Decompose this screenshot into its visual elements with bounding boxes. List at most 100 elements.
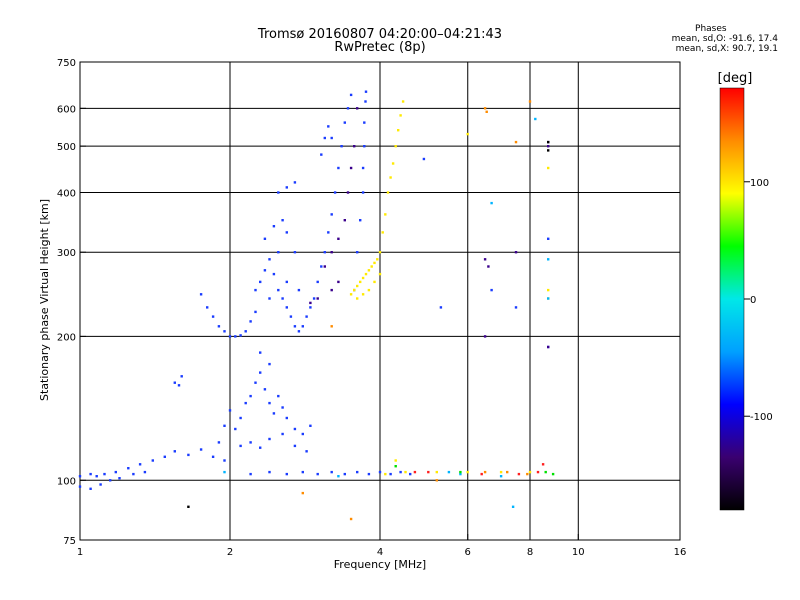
- data-point: [206, 306, 209, 309]
- data-point: [103, 472, 106, 476]
- data-point: [349, 293, 353, 296]
- data-point: [223, 459, 226, 462]
- phase-mean-o: mean, sd,O: -91.6, 17.4: [671, 34, 778, 44]
- data-point: [356, 284, 359, 288]
- data-point: [268, 297, 271, 300]
- data-point: [378, 470, 382, 474]
- data-point: [239, 416, 242, 420]
- y-tick-label: 600: [57, 104, 76, 115]
- data-point: [367, 472, 371, 476]
- data-point: [309, 301, 312, 305]
- data-point: [459, 470, 462, 474]
- data-point: [337, 475, 340, 478]
- data-point: [364, 90, 368, 93]
- data-point: [263, 388, 267, 391]
- data-point: [285, 306, 288, 309]
- data-point: [163, 455, 166, 458]
- data-point: [293, 427, 297, 431]
- data-point: [364, 272, 368, 276]
- data-point: [435, 470, 438, 474]
- y-tick-label: 100: [57, 476, 76, 487]
- data-point: [394, 459, 397, 462]
- data-point: [281, 406, 284, 409]
- data-points: [78, 90, 555, 521]
- data-point: [293, 444, 297, 448]
- data-point: [127, 467, 130, 470]
- data-point: [384, 213, 387, 216]
- data-point: [330, 251, 333, 254]
- data-point: [99, 483, 102, 486]
- data-point: [528, 100, 532, 103]
- data-point: [337, 280, 340, 284]
- data-point: [466, 470, 469, 474]
- y-tick-label: 300: [57, 248, 76, 259]
- data-point: [293, 325, 297, 328]
- data-point: [249, 320, 252, 323]
- data-point: [427, 470, 430, 474]
- data-point: [272, 225, 276, 228]
- data-point: [199, 293, 203, 296]
- data-point: [330, 136, 333, 140]
- data-point: [343, 121, 346, 124]
- data-point: [483, 107, 487, 110]
- data-point: [487, 265, 490, 268]
- data-point: [367, 288, 371, 292]
- data-point: [499, 475, 503, 478]
- data-point: [376, 258, 379, 261]
- data-point: [177, 384, 181, 387]
- data-point: [490, 288, 493, 292]
- data-point: [244, 330, 247, 333]
- data-point: [223, 330, 226, 333]
- data-point: [151, 459, 154, 462]
- data-point: [389, 176, 392, 179]
- data-point: [547, 258, 550, 261]
- axes: 1 2 4 6 8 10 16 75 100 200 300 400 500 600 750: [57, 58, 686, 558]
- data-point: [114, 470, 117, 474]
- data-point: [132, 472, 135, 476]
- data-point: [281, 219, 284, 222]
- data-point: [234, 427, 237, 431]
- data-point: [138, 463, 142, 466]
- data-point: [109, 479, 112, 482]
- data-point: [143, 470, 147, 474]
- data-point: [373, 280, 376, 284]
- data-point: [228, 335, 232, 338]
- y-tick-label: 75: [63, 536, 76, 547]
- data-point: [361, 293, 365, 296]
- data-point: [281, 297, 284, 300]
- colorbar: [deg] 100 0 -100: [718, 71, 773, 511]
- data-point: [268, 258, 271, 261]
- data-point: [297, 288, 301, 292]
- data-point: [173, 450, 176, 453]
- x-axis-label: Frequency [MHz]: [334, 558, 426, 571]
- data-point: [367, 269, 371, 272]
- data-point: [239, 444, 242, 448]
- data-point: [514, 140, 518, 144]
- phase-statistics: Phases mean, sd,O: -91.6, 17.4 mean, sd,…: [672, 24, 778, 54]
- data-point: [435, 479, 438, 482]
- data-point: [384, 472, 387, 476]
- data-point: [320, 153, 323, 156]
- colorbar-label: [deg]: [718, 71, 753, 86]
- data-point: [551, 472, 555, 476]
- data-point: [361, 276, 365, 280]
- data-point: [483, 335, 487, 338]
- data-point: [330, 288, 333, 292]
- data-point: [285, 472, 288, 476]
- data-point: [254, 288, 257, 292]
- data-point: [118, 477, 121, 480]
- data-point: [447, 470, 451, 474]
- data-point: [78, 485, 82, 488]
- data-point: [483, 470, 487, 474]
- chart-title: Tromsø 20160807 04:20:00–04:21:43: [257, 27, 503, 42]
- data-point: [78, 475, 82, 478]
- data-point: [199, 448, 203, 451]
- data-point: [330, 470, 333, 474]
- data-point: [394, 145, 397, 148]
- data-point: [259, 280, 262, 284]
- data-point: [277, 394, 280, 398]
- data-point: [316, 280, 319, 284]
- data-point: [397, 129, 400, 132]
- data-point: [514, 306, 518, 309]
- data-point: [349, 517, 353, 521]
